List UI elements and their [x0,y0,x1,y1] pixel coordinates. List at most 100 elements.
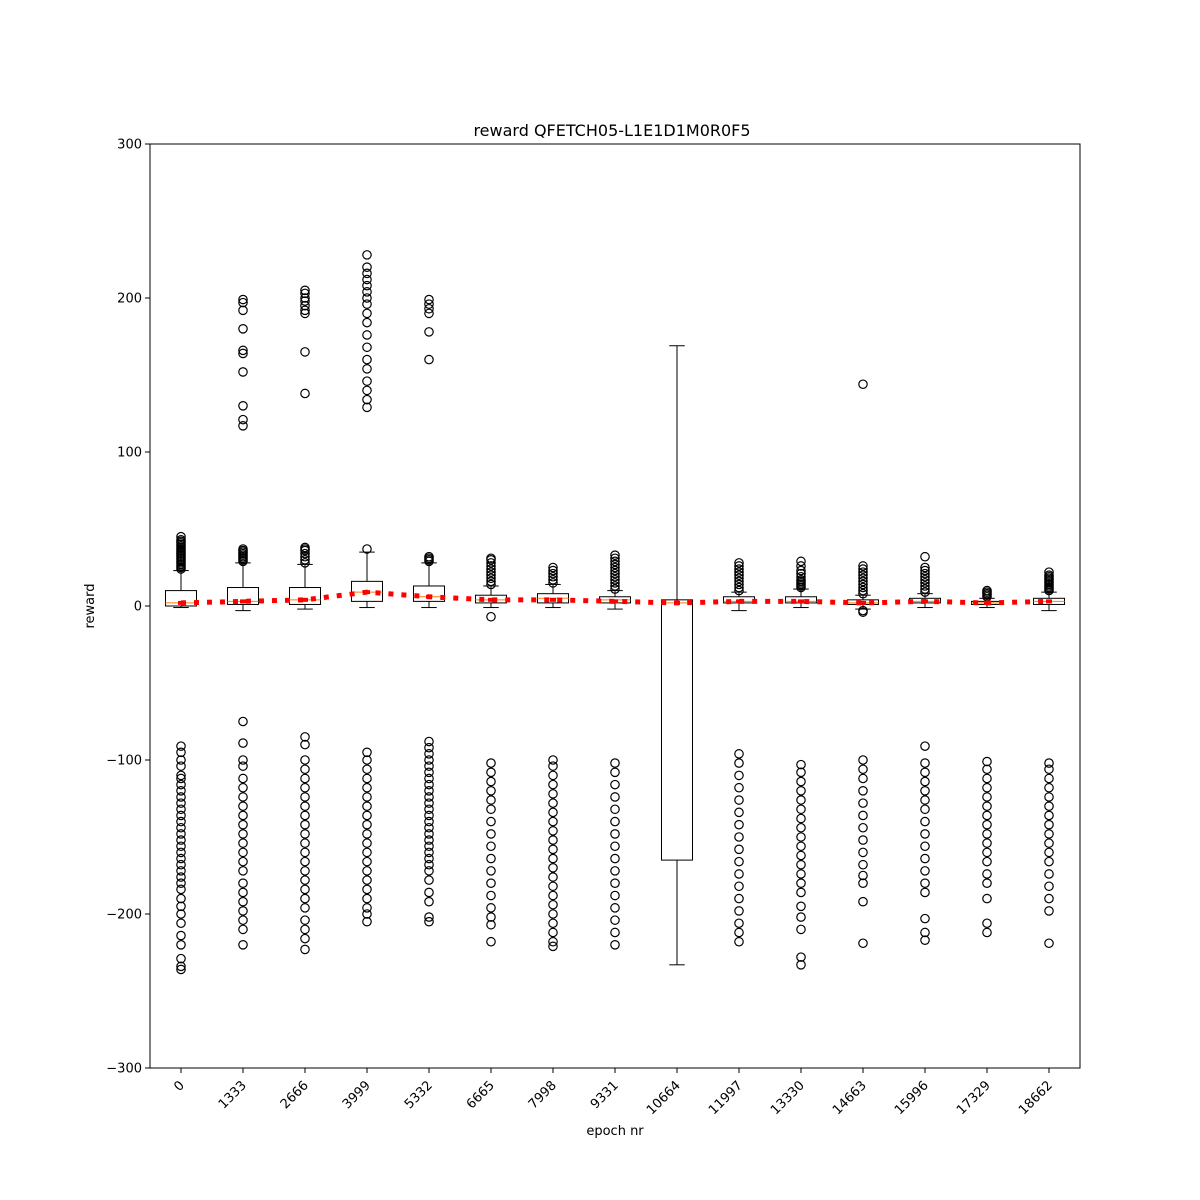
outlier-point [238,773,248,784]
outlier-point [176,918,186,929]
outlier-point [424,354,434,365]
outlier-point [920,741,930,751]
outlier-point [424,742,434,753]
outlier-point [176,761,186,771]
box-14663 [847,379,879,949]
outlier-point [982,819,992,830]
outlier-point [424,822,434,833]
outlier-point [548,941,558,952]
outlier-point [796,759,806,770]
outlier-point [610,758,620,768]
outlier-point [920,785,930,796]
outlier-point [610,575,620,585]
outlier-point [238,305,248,316]
outlier-point [300,801,310,811]
outlier-point [548,909,558,919]
outlier-point [362,755,372,765]
outlier-point [300,542,310,553]
outlier-point [610,890,620,901]
outlier-point [486,558,496,568]
outlier-point [424,755,434,765]
outlier-point [796,575,806,585]
outlier-point [176,810,186,821]
outlier-point [982,773,992,784]
outlier-point [424,841,434,852]
outlier-point [486,611,496,622]
outlier-point [176,866,186,876]
outlier-point [610,553,620,564]
outlier-point [300,755,310,765]
outlier-point [734,576,744,587]
outlier-point [238,323,248,334]
y-tick-label: −300 [106,1062,142,1077]
outlier-point [176,872,186,882]
outlier-point [1044,847,1054,858]
outlier-point [238,755,248,765]
outlier-point [424,896,434,907]
outlier-point [424,773,434,784]
box-10664 [661,345,693,966]
outlier-point [610,878,620,888]
outlier-point [548,575,558,585]
box-11997 [723,558,755,947]
outlier-point [548,927,558,938]
outlier-point [734,758,744,768]
outlier-point [796,565,806,576]
outlier-point [238,924,248,935]
x-tick-label: 2666 [278,1078,312,1112]
outlier-point [920,568,930,579]
outlier-point [362,250,372,260]
outlier-point [610,556,620,567]
outlier-point [362,893,372,904]
outlier-point [858,585,868,596]
outlier-point [300,866,310,876]
box-iqr [227,587,259,605]
outlier-point [176,841,186,852]
x-tick-label: 10664 [644,1078,684,1118]
outlier-point [486,776,496,787]
outlier-point [300,884,310,895]
outlier-point [486,853,496,864]
outlier-point [362,293,372,303]
outlier-point [486,573,496,584]
outlier-point [982,918,992,929]
outlier-point [238,400,248,411]
outlier-point [424,810,434,821]
outlier-point [796,841,806,852]
outlier-point [796,556,806,567]
outlier-point [300,819,310,830]
outlier-point [486,579,496,590]
outlier-point [424,798,434,808]
outlier-point [362,916,372,927]
outlier-point [362,394,372,405]
x-tick-label: 1333 [216,1078,250,1112]
outlier-point [486,816,496,827]
outlier-point [982,927,992,938]
outlier-point [548,881,558,892]
y-tick-label: 0 [134,600,142,615]
outlier-point [858,607,868,617]
outlier-point [362,385,372,396]
outlier-point [424,875,434,885]
outlier-point [982,847,992,858]
outlier-point [920,776,930,787]
outlier-point [548,770,558,781]
outlier-point [1044,893,1054,904]
outlier-point [858,859,868,870]
outlier-point [238,297,248,308]
y-tick-label: 100 [117,446,142,461]
outlier-point [176,755,186,765]
x-tick-label: 11997 [706,1078,746,1118]
outlier-point [362,376,372,386]
y-tick-label: 300 [117,138,142,153]
outlier-point [424,736,434,747]
outlier-point [486,785,496,796]
outlier-point [176,785,186,796]
outlier-point [734,927,744,938]
outlier-point [176,770,186,781]
outlier-point [858,896,868,907]
outlier-point [176,939,186,950]
outlier-point [858,570,868,580]
outlier-point [796,887,806,898]
